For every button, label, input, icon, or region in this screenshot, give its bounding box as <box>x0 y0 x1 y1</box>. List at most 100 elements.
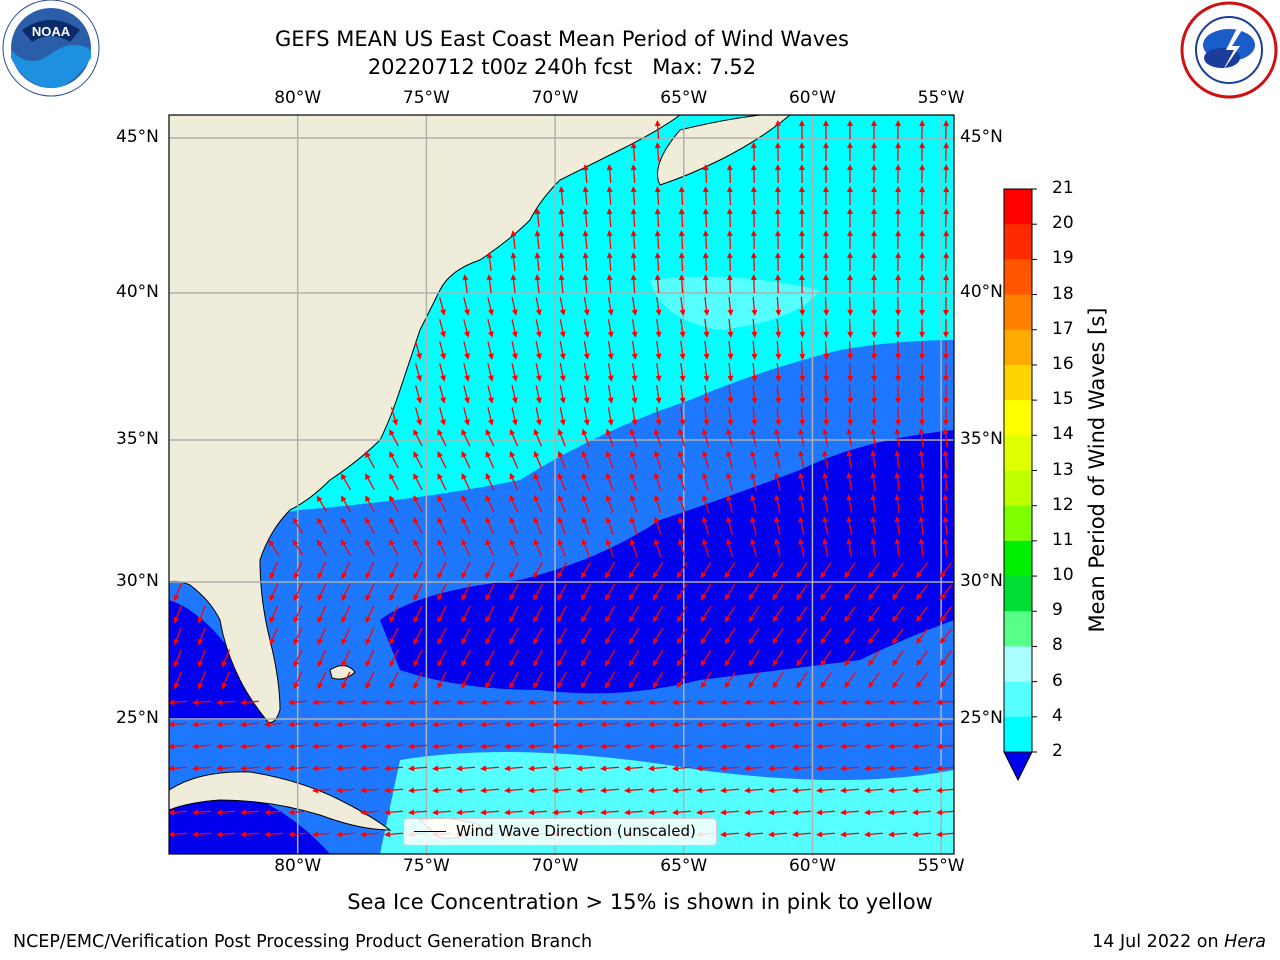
wind-wave-arrow <box>750 274 757 294</box>
wind-wave-arrow <box>533 561 543 579</box>
wind-wave-arrow <box>197 605 206 624</box>
wind-wave-arrow <box>528 743 548 750</box>
wind-wave-arrow <box>677 494 686 513</box>
wind-wave-arrow <box>744 699 764 706</box>
wind-wave-arrow <box>679 296 686 316</box>
wind-wave-arrow <box>748 628 760 645</box>
wind-wave-arrow <box>648 721 668 728</box>
colorbar-segment <box>1004 189 1032 225</box>
wind-wave-arrow <box>847 142 853 161</box>
wind-wave-arrow <box>750 472 757 491</box>
wind-wave-arrow <box>480 765 500 772</box>
wind-wave-arrow <box>317 627 327 646</box>
wind-wave-arrow <box>703 318 710 338</box>
wind-wave-arrow <box>654 230 661 250</box>
wind-wave-arrow <box>269 561 279 580</box>
wind-wave-arrow <box>672 809 692 816</box>
wind-wave-arrow <box>871 186 878 206</box>
wind-wave-arrow <box>894 450 901 470</box>
wind-wave-arrow <box>844 628 856 645</box>
colorbar-tick-label: 10 <box>1052 565 1074 586</box>
wind-wave-arrow <box>892 672 904 689</box>
wind-wave-arrow <box>679 362 686 382</box>
wind-wave-arrow <box>943 186 950 206</box>
wind-wave-arrow <box>724 584 736 601</box>
wind-wave-arrow <box>533 428 543 447</box>
wind-wave-arrow <box>720 743 740 750</box>
wind-wave-arrow <box>844 562 856 579</box>
wind-wave-arrow <box>750 538 757 557</box>
noaa-logo-text: NOAA <box>32 24 71 39</box>
lat-label-right: 45°N <box>960 127 1003 147</box>
wind-wave-arrow <box>439 341 446 360</box>
wind-wave-arrow <box>461 561 471 579</box>
wind-wave-arrow <box>581 494 590 513</box>
wind-wave-arrow <box>534 208 541 228</box>
wind-wave-arrow <box>173 627 182 646</box>
wind-wave-arrow <box>557 583 567 601</box>
wind-wave-arrow <box>846 450 853 469</box>
wind-wave-arrow <box>535 407 542 426</box>
wind-wave-arrow <box>648 743 668 750</box>
wind-wave-arrow <box>384 765 404 772</box>
wind-wave-arrow <box>461 538 471 557</box>
wind-wave-arrow <box>389 495 399 513</box>
wind-wave-arrow <box>823 296 830 316</box>
wind-wave-arrow <box>912 809 932 816</box>
map-title: GEFS MEAN US East Coast Mean Period of W… <box>275 27 849 51</box>
wind-wave-arrow <box>628 627 640 645</box>
wind-wave-arrow <box>509 605 519 623</box>
wind-wave-arrow <box>389 627 399 645</box>
wind-wave-arrow <box>895 340 902 360</box>
wind-wave-arrow <box>487 297 494 316</box>
wind-wave-arrow <box>312 743 332 750</box>
wind-wave-arrow <box>916 562 928 579</box>
wind-wave-arrow <box>799 362 806 382</box>
wind-wave-arrow <box>408 743 428 750</box>
wind-wave-arrow <box>871 208 878 228</box>
wind-wave-arrow <box>772 672 784 689</box>
wind-wave-arrow <box>750 516 757 535</box>
wind-wave-arrow <box>216 699 236 706</box>
wind-wave-arrow <box>552 699 572 706</box>
wind-wave-arrow <box>724 562 736 579</box>
wind-wave-arrow <box>264 743 284 750</box>
wind-wave-arrow <box>317 561 327 580</box>
wind-wave-arrow <box>456 809 476 816</box>
wind-wave-arrow <box>748 562 760 579</box>
colorbar-segment <box>1004 611 1032 647</box>
wind-wave-arrow <box>461 583 471 601</box>
wind-wave-arrow <box>533 583 543 601</box>
wind-wave-arrow <box>341 605 351 624</box>
wind-wave-arrow <box>798 274 805 294</box>
wind-wave-arrow <box>389 473 399 491</box>
wind-wave-arrow <box>744 721 764 728</box>
wind-wave-arrow <box>293 671 303 690</box>
wind-wave-arrow <box>942 362 949 382</box>
wind-wave-arrow <box>456 699 476 706</box>
wind-wave-arrow <box>629 428 638 447</box>
wind-wave-arrow <box>942 472 949 492</box>
wind-wave-arrow <box>888 765 908 772</box>
wind-wave-arrow <box>336 699 356 706</box>
wind-wave-arrow <box>895 274 902 294</box>
wind-wave-arrow <box>916 628 928 645</box>
wind-wave-arrow <box>629 494 638 513</box>
colorbar-segment <box>1004 716 1032 753</box>
wind-wave-arrow <box>774 164 781 184</box>
wind-wave-arrow <box>654 208 661 228</box>
wind-wave-arrow <box>847 120 853 139</box>
wind-wave-arrow <box>919 164 926 184</box>
wind-wave-arrow <box>871 318 878 338</box>
wind-wave-arrow <box>581 561 592 579</box>
wind-wave-arrow <box>510 274 517 294</box>
wind-wave-arrow <box>360 765 380 772</box>
wind-wave-arrow <box>389 583 399 601</box>
wind-wave-arrow <box>774 252 781 272</box>
wind-wave-arrow <box>606 164 613 184</box>
wind-wave-arrow <box>798 164 805 184</box>
wind-wave-arrow <box>576 743 596 750</box>
wind-wave-arrow <box>820 672 832 689</box>
wind-wave-arrow <box>528 787 548 794</box>
wind-wave-arrow <box>918 472 925 492</box>
